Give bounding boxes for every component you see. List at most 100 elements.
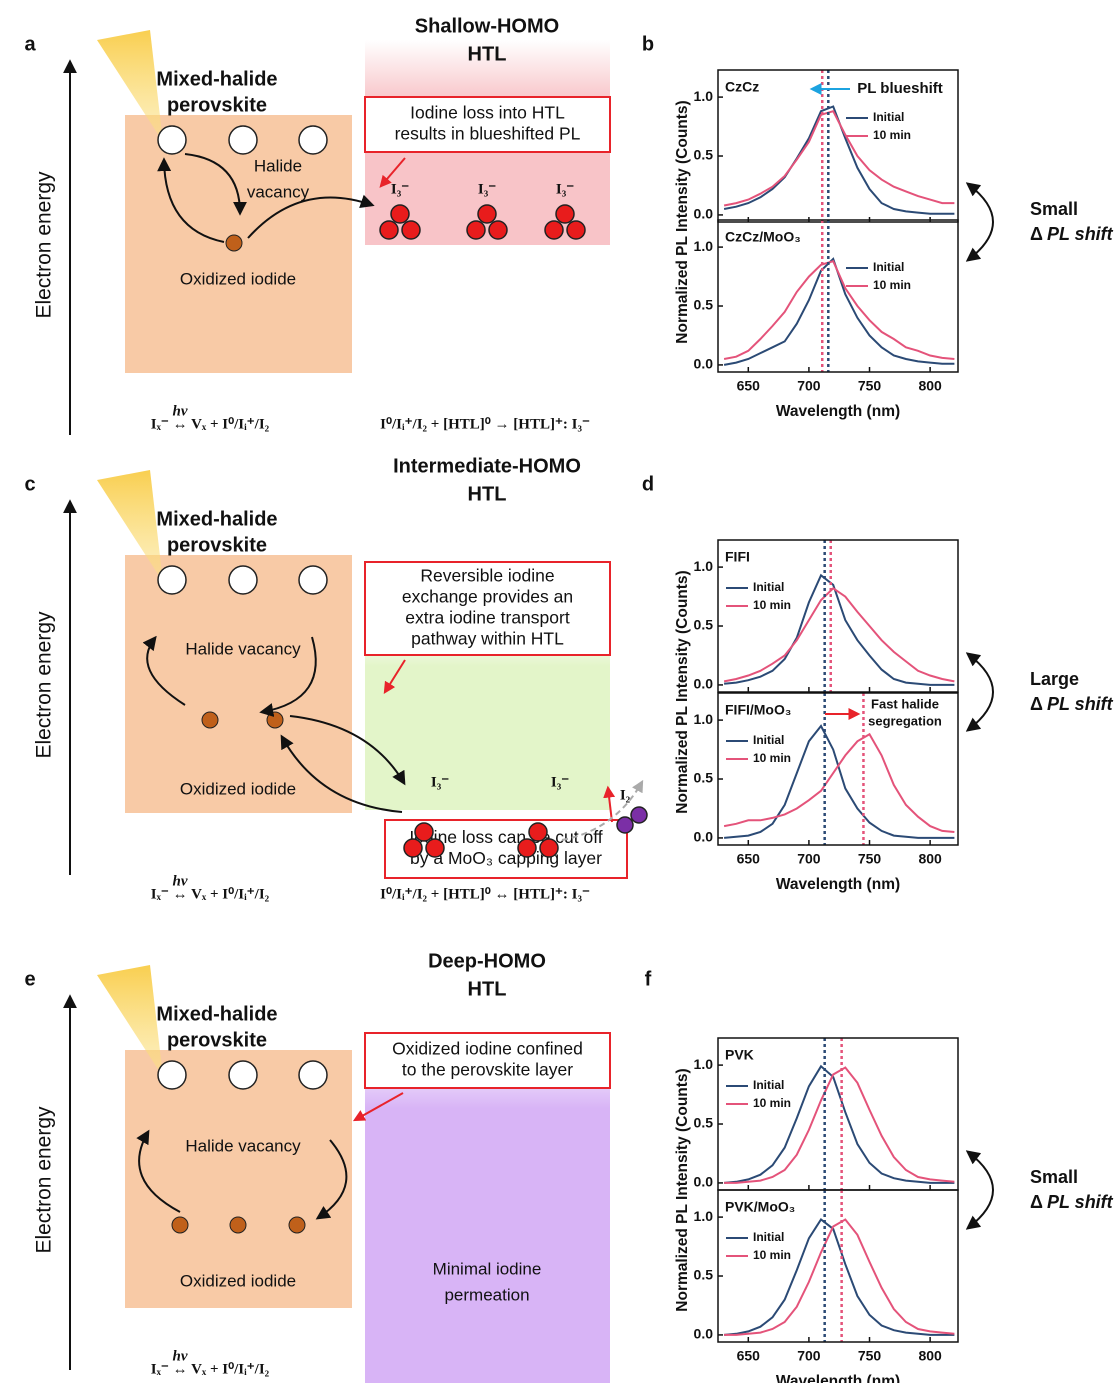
vacancy [158, 1061, 186, 1089]
species-label: I₃⁻ [556, 181, 574, 197]
axis-label: Electron energy [33, 1106, 56, 1254]
annotation: PL blueshift [857, 80, 943, 97]
x-tick-label: 700 [797, 378, 821, 394]
iodine-atom [545, 221, 563, 239]
vacancy [299, 1061, 327, 1089]
panel-letter: c [24, 473, 35, 495]
y-axis-label: Normalized PL Intensity (Counts) [674, 100, 691, 343]
iodine-atom [631, 807, 647, 823]
x-tick-label: 650 [737, 851, 761, 867]
oxidized-iodide [230, 1217, 246, 1233]
legend-label: Initial [873, 110, 904, 124]
series-line [724, 734, 954, 832]
plot-frame [718, 1038, 958, 1190]
panel-letter: b [642, 33, 654, 55]
htl-title: Shallow-HOMO [415, 15, 559, 37]
legend-label: 10 min [753, 1096, 791, 1110]
chart-title: PVK [725, 1047, 754, 1063]
callout-text: pathway within HTL [411, 629, 564, 649]
iodine-atom [391, 205, 409, 223]
equation-hv: hν [173, 1348, 188, 1364]
vacancy-label: Halide vacancy [185, 639, 301, 658]
vacancy-label: Halide [254, 156, 302, 175]
x-tick-label: 800 [918, 1348, 942, 1364]
vacancy [299, 566, 327, 594]
equation-hv: hν [173, 873, 188, 889]
y-tick-label: 1.0 [694, 711, 714, 727]
y-tick-label: 0.0 [694, 1326, 714, 1342]
legend-label: Initial [753, 1078, 784, 1092]
axis-label: Electron energy [33, 171, 56, 319]
shift-label: PL shift [1047, 1192, 1114, 1212]
y-tick-label: 0.0 [694, 829, 714, 845]
x-tick-label: 700 [797, 1348, 821, 1364]
legend-label: 10 min [873, 128, 911, 142]
species-label: I₂ [620, 787, 631, 803]
x-tick-label: 700 [797, 851, 821, 867]
species-label: I₃⁻ [431, 774, 449, 790]
legend-label: 10 min [753, 1248, 791, 1262]
oxidized-iodide [226, 235, 242, 251]
legend-label: Initial [753, 733, 784, 747]
x-tick-label: 750 [858, 851, 882, 867]
layer-title: perovskite [167, 1029, 267, 1051]
shift-delta: Δ [1030, 1192, 1043, 1212]
x-axis-label: Wavelength (nm) [776, 403, 900, 420]
oxidized-label: Oxidized iodide [180, 1271, 296, 1290]
species-label: I₃⁻ [551, 774, 569, 790]
shift-arrow [968, 1152, 993, 1228]
x-axis-label: Wavelength (nm) [776, 876, 900, 893]
shift-delta: Δ [1030, 694, 1043, 714]
y-tick-label: 0.5 [694, 1267, 714, 1283]
y-tick-label: 0.0 [694, 676, 714, 692]
y-axis-label: Normalized PL Intensity (Counts) [674, 570, 691, 813]
legend-label: Initial [753, 1230, 784, 1244]
x-tick-label: 800 [918, 851, 942, 867]
callout-text: to the perovskite layer [402, 1060, 573, 1080]
y-axis-label: Normalized PL Intensity (Counts) [674, 1068, 691, 1311]
plot-frame [718, 540, 958, 692]
x-tick-label: 650 [737, 378, 761, 394]
layer-title: perovskite [167, 534, 267, 556]
htl-layer [365, 1040, 610, 1383]
iodine-atom [567, 221, 585, 239]
iodine-atom [540, 839, 558, 857]
species-label: I₃⁻ [391, 181, 409, 197]
vacancy-label: Halide vacancy [185, 1136, 301, 1155]
species-label: I₃⁻ [478, 181, 496, 197]
panel-letter: f [645, 968, 652, 990]
legend-label: 10 min [753, 751, 791, 765]
y-tick-label: 0.5 [694, 770, 714, 786]
oxidized-iodide [172, 1217, 188, 1233]
oxidized-label: Oxidized iodide [180, 779, 296, 798]
equation-hv: hν [173, 403, 188, 419]
oxidized-iodide [202, 712, 218, 728]
chart-title: CzCz/MoO₃ [725, 229, 801, 245]
htl-title: HTL [468, 978, 507, 1000]
iodine-atom [529, 823, 547, 841]
y-tick-label: 0.5 [694, 147, 714, 163]
iodine-atom [617, 817, 633, 833]
shift-size: Small [1030, 1167, 1078, 1187]
x-tick-label: 750 [858, 378, 882, 394]
layer-title: Mixed-halide [156, 68, 277, 90]
callout-text: results in blueshifted PL [395, 124, 581, 144]
oxidized-iodide [289, 1217, 305, 1233]
vacancy [158, 126, 186, 154]
equation: I⁰/Iᵢ⁺/I₂ + [HTL]⁰ → [HTL]⁺: I₃⁻ [380, 416, 590, 432]
shift-arrow [968, 654, 993, 730]
series-line [724, 111, 954, 205]
equation: I⁰/Iᵢ⁺/I₂ + [HTL]⁰ ↔ [HTL]⁺: I₃⁻ [380, 886, 590, 902]
panel-letter: d [642, 473, 654, 495]
layer-title: Mixed-halide [156, 1003, 277, 1025]
chart-title: CzCz [725, 79, 759, 95]
x-axis-label: Wavelength (nm) [776, 1373, 900, 1383]
y-tick-label: 1.0 [694, 558, 714, 574]
annotation: segregation [868, 713, 942, 728]
y-tick-label: 0.5 [694, 297, 714, 313]
chart-title: PVK/MoO₃ [725, 1199, 795, 1215]
y-tick-label: 0.0 [694, 356, 714, 372]
vacancy [158, 566, 186, 594]
oxidized-iodide [267, 712, 283, 728]
equation: Iₓ⁻ ↔ Vₓ + I⁰/Iᵢ⁺/I₂ [151, 416, 270, 432]
